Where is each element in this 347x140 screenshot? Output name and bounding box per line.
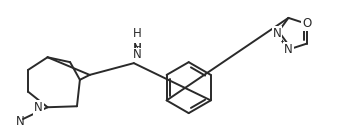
- Text: H: H: [134, 43, 142, 53]
- Text: N: N: [34, 101, 43, 114]
- Text: H
N: H N: [133, 27, 142, 55]
- Text: N: N: [16, 116, 25, 128]
- Text: N: N: [133, 48, 142, 61]
- Text: O: O: [303, 18, 312, 30]
- Text: N: N: [284, 43, 293, 56]
- Text: N: N: [34, 102, 43, 115]
- Text: N: N: [272, 27, 281, 40]
